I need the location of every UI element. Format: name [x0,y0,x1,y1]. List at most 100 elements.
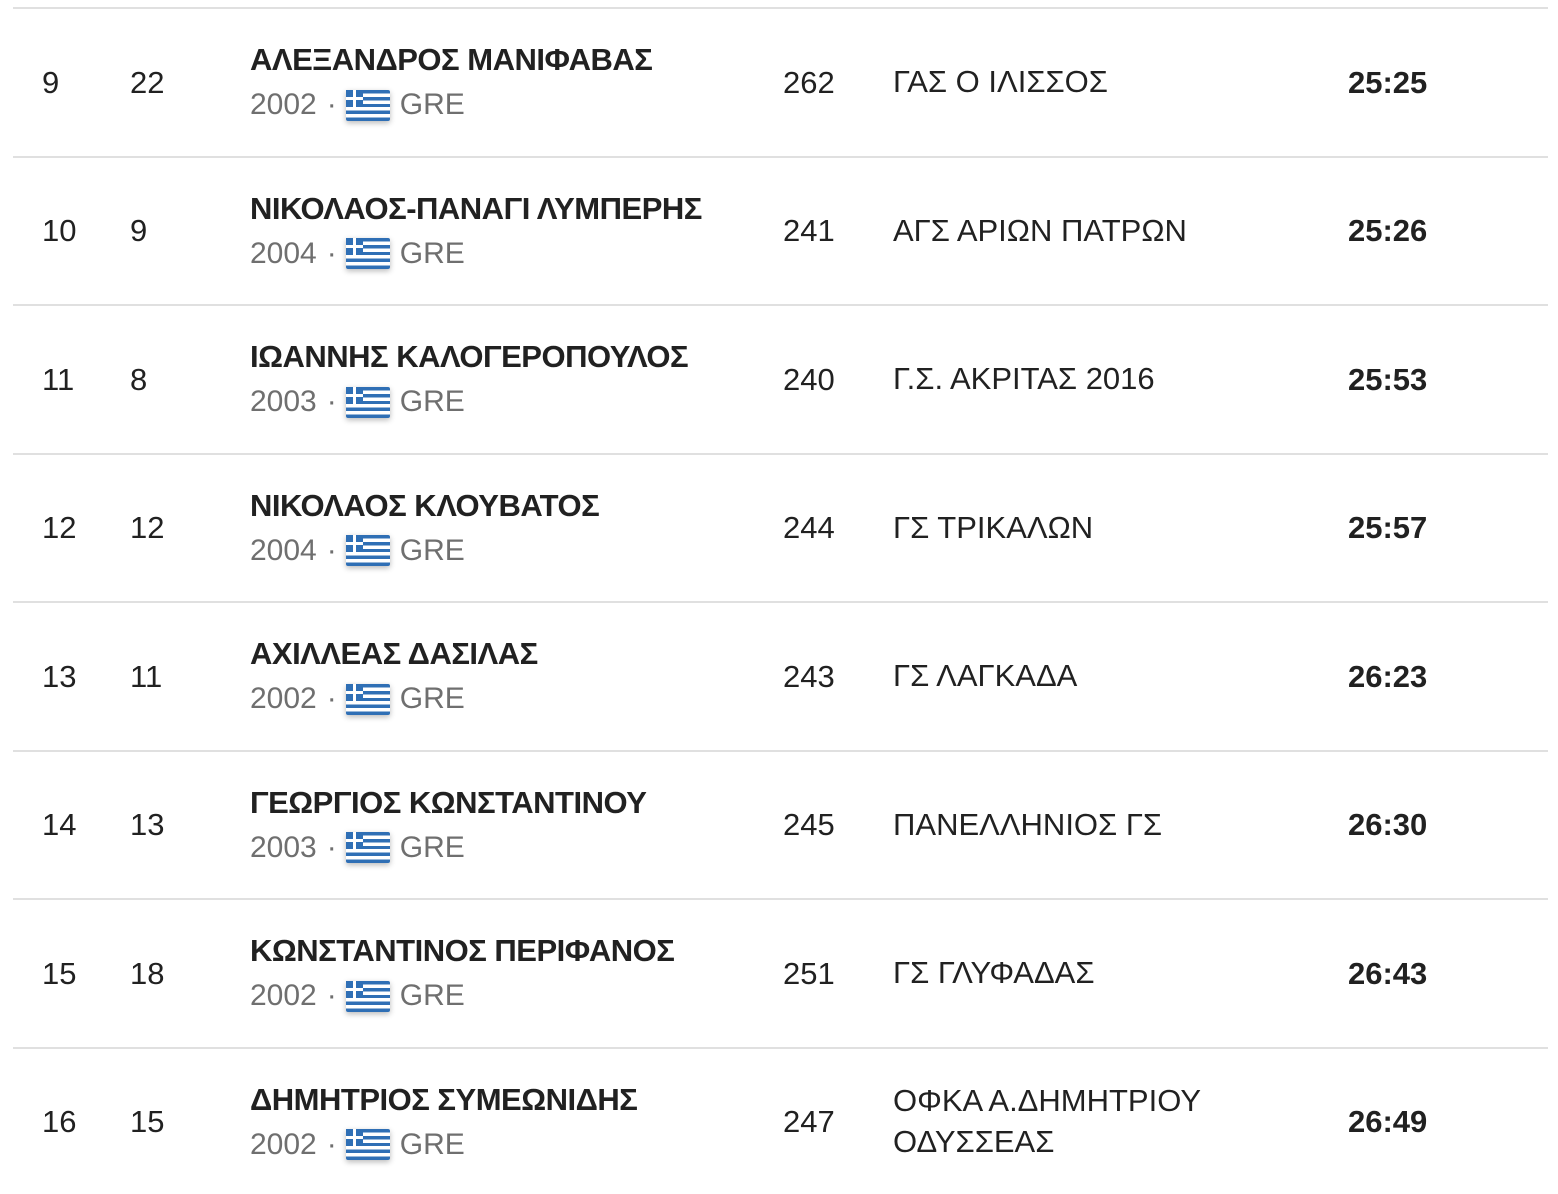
bib-value: 13 [130,807,165,843]
birth-year: 2002 [250,1127,317,1161]
rank-value: 14 [42,807,77,843]
club-name: ΠΑΝΕΛΛΗΝΙΟΣ ΓΣ [893,806,1163,842]
table-row[interactable]: 15 18 ΚΩΝΣΤΑΝΤΙΝΟΣ ΠΕΡΙΦΑΝΟΣ 2002 · GRE … [13,898,1548,1047]
results-table: 9 22 ΑΛΕΞΑΝΔΡΟΣ ΜΑΝΙΦΑΒΑΣ 2002 · GRE 262… [0,7,1558,1194]
competitor-number: 247 [783,1104,835,1140]
flag-canton-cross [345,89,363,107]
athlete-meta: 2004 · GRE [250,236,783,272]
birth-year: 2002 [250,682,317,716]
table-row[interactable]: 12 12 ΝΙΚΟΛΑΟΣ ΚΛΟΥΒΑΤΟΣ 2004 · GRE 244 … [13,452,1548,602]
flag-canton-cross [345,1129,363,1147]
greece-flag-icon [345,386,390,418]
result-time: 25:26 [1348,213,1428,249]
dot-separator: · [326,88,337,122]
rank-value: 16 [42,1104,77,1140]
greece-flag-icon [345,535,390,567]
country-code: GRE [399,830,465,864]
club-name: ΓΣ ΓΛΥΦΑΔΑΣ [893,955,1095,991]
competitor-number: 244 [783,510,835,546]
table-row[interactable]: 9 22 ΑΛΕΞΑΝΔΡΟΣ ΜΑΝΙΦΑΒΑΣ 2002 · GRE 262… [13,7,1548,156]
table-row[interactable]: 10 9 ΝΙΚΟΛΑΟΣ-ΠΑΝΑΓΙ ΛΥΜΠΕΡΗΣ 2004 · GRE… [13,155,1548,305]
birth-year: 2002 [250,88,317,122]
flag-canton-cross [345,238,363,256]
country-code: GRE [399,979,465,1013]
country-code: GRE [399,88,465,122]
club-name: ΑΓΣ ΑΡΙΩΝ ΠΑΤΡΩΝ [893,212,1187,248]
dot-separator: · [326,682,337,716]
athlete-cell[interactable]: ΔΗΜΗΤΡΙΟΣ ΣΥΜΕΩΝΙΔΗΣ 2002 · GRE [250,1081,783,1163]
dot-separator: · [326,1127,337,1161]
dot-separator: · [326,830,337,864]
birth-year: 2002 [250,979,317,1013]
rank-value: 9 [42,64,60,100]
dot-separator: · [326,979,337,1013]
athlete-cell[interactable]: ΓΕΩΡΓΙΟΣ ΚΩΝΣΤΑΝΤΙΝΟΥ 2003 · GRE [250,784,783,866]
table-row[interactable]: 14 13 ΓΕΩΡΓΙΟΣ ΚΩΝΣΤΑΝΤΙΝΟΥ 2003 · GRE 2… [13,749,1548,899]
athlete-name[interactable]: ΝΙΚΟΛΑΟΣ ΚΛΟΥΒΑΤΟΣ [250,487,600,523]
athlete-meta: 2002 · GRE [250,1127,783,1163]
flag-canton-cross [345,832,363,850]
country-code: GRE [399,533,465,567]
country-code: GRE [399,236,465,270]
athlete-cell[interactable]: ΝΙΚΟΛΑΟΣ ΚΛΟΥΒΑΤΟΣ 2004 · GRE [250,487,783,569]
dot-separator: · [326,533,337,567]
bib-value: 18 [130,955,165,991]
rank-value: 10 [42,213,77,249]
competitor-number: 243 [783,658,835,694]
table-row[interactable]: 13 11 ΑΧΙΛΛΕΑΣ ΔΑΣΙΛΑΣ 2002 · GRE 243 ΓΣ… [13,601,1548,750]
competitor-number: 262 [783,64,835,100]
club-name: ΓΣ ΛΑΓΚΑΔΑ [893,658,1078,694]
athlete-name[interactable]: ΔΗΜΗΤΡΙΟΣ ΣΥΜΕΩΝΙΔΗΣ [250,1081,638,1117]
birth-year: 2003 [250,385,317,419]
rank-value: 15 [42,955,77,991]
athlete-name[interactable]: ΓΕΩΡΓΙΟΣ ΚΩΝΣΤΑΝΤΙΝΟΥ [250,784,647,820]
result-time: 26:23 [1348,658,1428,694]
bib-value: 11 [130,658,163,694]
athlete-name[interactable]: ΝΙΚΟΛΑΟΣ-ΠΑΝΑΓΙ ΛΥΜΠΕΡΗΣ [250,190,702,226]
athlete-meta: 2002 · GRE [250,681,783,717]
flag-canton-cross [345,535,363,553]
rank-value: 11 [42,361,75,397]
result-time: 25:57 [1348,510,1428,546]
athlete-cell[interactable]: ΑΛΕΞΑΝΔΡΟΣ ΜΑΝΙΦΑΒΑΣ 2002 · GRE [250,41,783,123]
athlete-name[interactable]: ΑΧΙΛΛΕΑΣ ΔΑΣΙΛΑΣ [250,636,538,672]
bib-value: 12 [130,510,165,546]
competitor-number: 240 [783,361,835,397]
greece-flag-icon [345,832,390,864]
birth-year: 2003 [250,830,317,864]
athlete-meta: 2003 · GRE [250,830,783,866]
athlete-cell[interactable]: ΚΩΝΣΤΑΝΤΙΝΟΣ ΠΕΡΙΦΑΝΟΣ 2002 · GRE [250,932,783,1014]
competitor-number: 251 [783,955,835,991]
athlete-cell[interactable]: ΙΩΑΝΝΗΣ ΚΑΛΟΓΕΡΟΠΟΥΛΟΣ 2003 · GRE [250,338,783,420]
bib-value: 22 [130,64,165,100]
greece-flag-icon [345,1129,390,1161]
club-name: ΓΣ ΤΡΙΚΑΛΩΝ [893,509,1094,545]
table-row[interactable]: 11 8 ΙΩΑΝΝΗΣ ΚΑΛΟΓΕΡΟΠΟΥΛΟΣ 2003 · GRE 2… [13,304,1548,453]
greece-flag-icon [345,238,390,270]
competitor-number: 241 [783,213,835,249]
competitor-number: 245 [783,807,835,843]
country-code: GRE [399,385,465,419]
athlete-name[interactable]: ΙΩΑΝΝΗΣ ΚΑΛΟΓΕΡΟΠΟΥΛΟΣ [250,339,689,375]
athlete-meta: 2002 · GRE [250,87,783,123]
flag-canton-cross [345,683,363,701]
greece-flag-icon [345,980,390,1012]
flag-canton-cross [345,386,363,404]
result-time: 26:49 [1348,1104,1428,1140]
result-time: 25:53 [1348,361,1428,397]
birth-year: 2004 [250,236,317,270]
result-time: 26:43 [1348,955,1428,991]
table-row[interactable]: 16 15 ΔΗΜΗΤΡΙΟΣ ΣΥΜΕΩΝΙΔΗΣ 2002 · GRE 24… [13,1046,1548,1194]
athlete-name[interactable]: ΑΛΕΞΑΝΔΡΟΣ ΜΑΝΙΦΑΒΑΣ [250,42,653,78]
athlete-cell[interactable]: ΝΙΚΟΛΑΟΣ-ΠΑΝΑΓΙ ΛΥΜΠΕΡΗΣ 2004 · GRE [250,190,783,272]
athlete-name[interactable]: ΚΩΝΣΤΑΝΤΙΝΟΣ ΠΕΡΙΦΑΝΟΣ [250,933,675,969]
bib-value: 9 [130,213,148,249]
rank-value: 13 [42,658,77,694]
athlete-cell[interactable]: ΑΧΙΛΛΕΑΣ ΔΑΣΙΛΑΣ 2002 · GRE [250,635,783,717]
birth-year: 2004 [250,533,317,567]
dot-separator: · [326,236,337,270]
rank-value: 12 [42,510,77,546]
club-name: Γ.Σ. ΑΚΡΙΤΑΣ 2016 [893,361,1155,397]
dot-separator: · [326,385,337,419]
